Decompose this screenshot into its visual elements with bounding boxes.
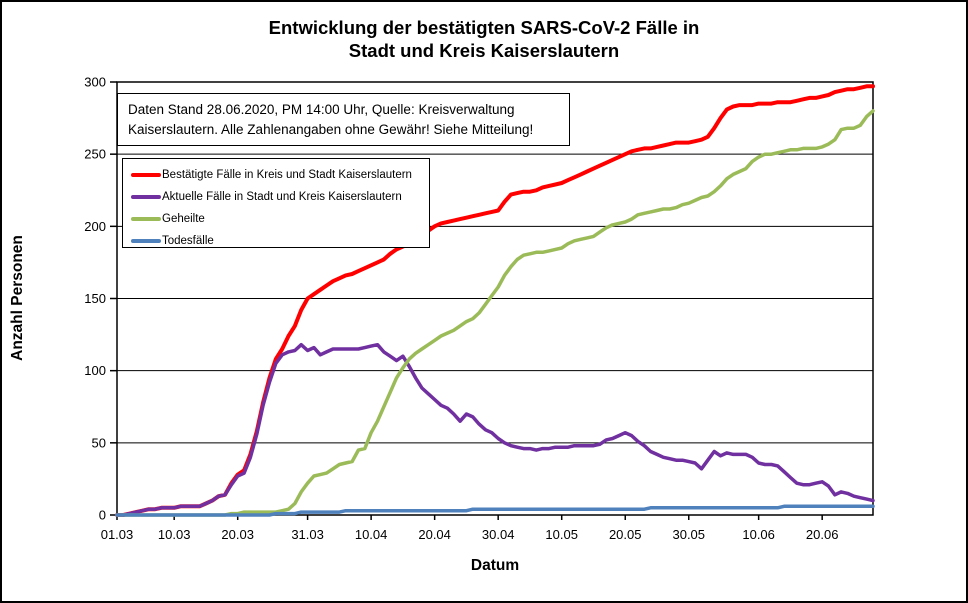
x-tick-label: 10.03	[158, 527, 191, 542]
y-tick-label: 200	[84, 219, 106, 234]
legend-swatch-deaths	[131, 239, 161, 243]
annotation-text: Daten Stand 28.06.2020, PM 14:00 Uhr, Qu…	[128, 102, 534, 137]
legend: Bestätigte Fälle in Kreis und Stadt Kais…	[122, 158, 430, 248]
y-tick-label: 0	[99, 508, 106, 523]
y-tick-label: 100	[84, 363, 106, 378]
x-tick-label: 31.03	[291, 527, 324, 542]
data-source-annotation: Daten Stand 28.06.2020, PM 14:00 Uhr, Qu…	[117, 93, 570, 146]
x-tick-label: 10.06	[742, 527, 775, 542]
x-tick-label: 20.06	[806, 527, 839, 542]
series-line-recovered	[115, 109, 875, 517]
legend-label-active: Aktuelle Fälle in Stadt und Kreis Kaiser…	[162, 191, 402, 203]
x-tick-label: 10.05	[545, 527, 578, 542]
series-line-confirmed	[115, 84, 875, 517]
x-tick-label: 30.04	[482, 527, 515, 542]
y-tick-label: 250	[84, 147, 106, 162]
y-tick-label: 50	[92, 435, 106, 450]
legend-item-deaths: Todesfälle	[131, 230, 429, 252]
legend-label-confirmed: Bestätigte Fälle in Kreis und Stadt Kais…	[162, 169, 412, 181]
legend-label-recovered: Geheilte	[162, 213, 205, 225]
x-axis-title: Datum	[470, 557, 520, 574]
legend-item-recovered: Geheilte	[131, 208, 429, 230]
legend-swatch-recovered	[131, 217, 161, 221]
series-line-deaths	[115, 504, 875, 517]
legend-item-active: Aktuelle Fälle in Stadt und Kreis Kaiser…	[131, 186, 429, 208]
x-tick-label: 10.04	[355, 527, 388, 542]
legend-swatch-active	[131, 195, 161, 199]
legend-item-confirmed: Bestätigte Fälle in Kreis und Stadt Kais…	[131, 164, 429, 186]
chart-title: Entwicklung der bestätigten SARS-CoV-2 F…	[2, 16, 966, 62]
x-tick-label: 20.03	[221, 527, 254, 542]
series-line-active	[115, 342, 875, 517]
plot-border	[116, 81, 874, 516]
legend-label-deaths: Todesfälle	[162, 235, 214, 247]
x-tick-label: 01.03	[101, 527, 134, 542]
x-tick-label: 20.05	[609, 527, 642, 542]
chart-title-line1: Entwicklung der bestätigten SARS-CoV-2 F…	[268, 17, 700, 38]
x-tick-label: 30.05	[672, 527, 705, 542]
legend-swatch-confirmed	[131, 173, 161, 177]
y-tick-label: 300	[84, 75, 106, 90]
x-tick-label: 20.04	[418, 527, 451, 542]
chart-title-line2: Stadt und Kreis Kaiserslautern	[348, 40, 620, 62]
y-tick-label: 150	[84, 291, 106, 306]
y-axis-title: Anzahl Personen	[9, 235, 26, 361]
